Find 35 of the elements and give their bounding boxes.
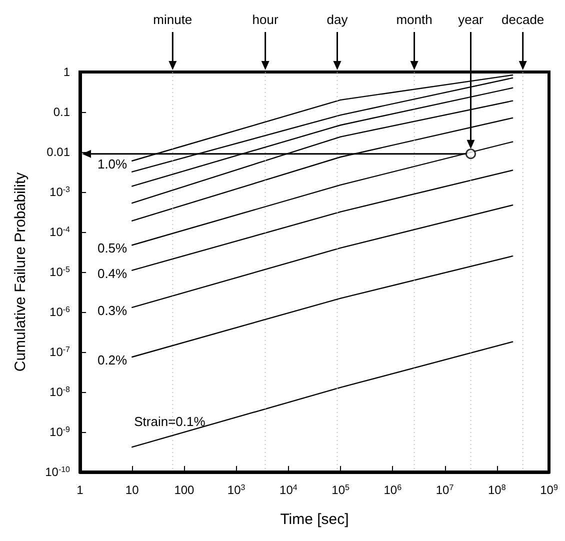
ref-line-label: decade: [502, 12, 544, 27]
x-tick-label: 10$^{7}$: [436, 482, 454, 497]
series-label: 0.4%: [97, 266, 128, 281]
x-tick-label: 10$^{6}$: [384, 482, 402, 497]
y-axis-title: Cumulative Failure Probability: [12, 172, 29, 372]
y-tick-label: 10$^{-4}$: [50, 224, 71, 239]
y-tick-label: 10$^{-3}$: [50, 184, 71, 199]
ref-line-label: hour: [252, 12, 279, 27]
ref-line-label: year: [458, 12, 484, 27]
x-axis-title: Time [sec]: [280, 511, 349, 528]
x-tick-label: 100: [174, 483, 195, 497]
ref-line-label: minute: [153, 12, 192, 27]
x-tick-label: 10$^{8}$: [488, 482, 506, 497]
y-tick-label: 0.1: [53, 105, 70, 119]
x-tick-label: 10$^{4}$: [280, 482, 298, 497]
y-tick-label: 0.01: [46, 145, 70, 159]
y-tick-label: 10$^{-6}$: [50, 304, 71, 319]
y-tick-label: 10$^{-10}$: [45, 464, 71, 479]
x-tick-label: 10$^{3}$: [227, 482, 246, 497]
series-label: 0.2%: [97, 352, 128, 368]
x-tick-label: 10$^{5}$: [332, 482, 350, 497]
ref-line-label: day: [326, 12, 348, 27]
ref-line-label: month: [396, 12, 432, 27]
y-tick-label: 10$^{-8}$: [50, 384, 71, 399]
y-tick-label: 10$^{-7}$: [50, 344, 71, 359]
y-tick-label: 10$^{-9}$: [50, 424, 71, 439]
series-label: 0.3%: [97, 302, 128, 318]
x-tick-label: 10: [125, 483, 140, 497]
x-tick-label: 1: [76, 483, 84, 497]
series-label: 1.0%: [97, 156, 128, 172]
series-label: 0.5%: [97, 240, 128, 256]
y-tick-label: 10$^{-5}$: [50, 264, 71, 279]
x-tick-label: 10$^{9}$: [540, 482, 558, 497]
y-tick-label: 1: [63, 65, 70, 79]
series-label: Strain=0.1%: [134, 414, 206, 430]
